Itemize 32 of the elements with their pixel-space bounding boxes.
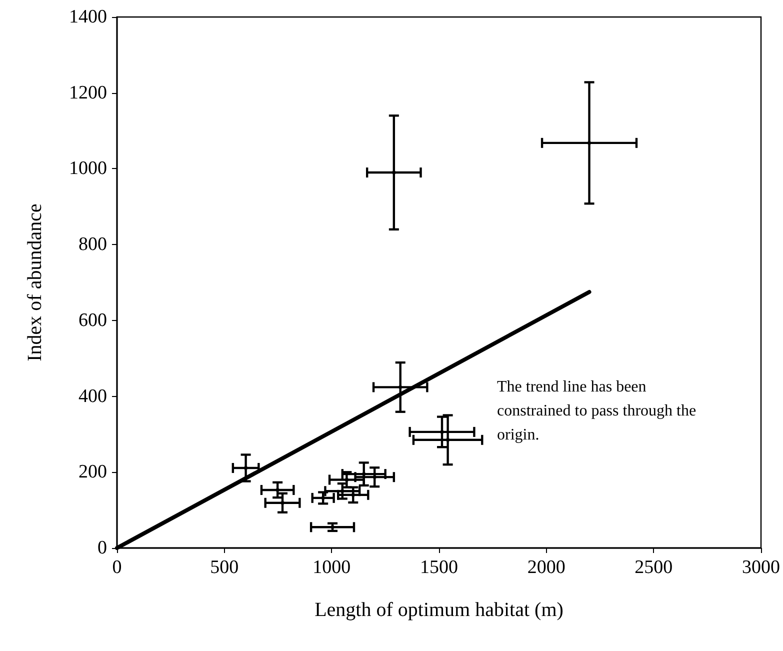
y-tick-label: 1000 (69, 158, 107, 180)
point (340, 489, 344, 494)
x-tick-label: 2500 (634, 557, 673, 578)
point (351, 492, 356, 497)
y-tick-label: 800 (78, 234, 107, 256)
x-tick-label: 3000 (742, 557, 780, 578)
point (446, 438, 450, 442)
point (362, 472, 366, 476)
annotation: The trend line has been constrained to pass through the origin. (497, 378, 700, 444)
x-tick-label: 2000 (527, 557, 566, 578)
point (392, 170, 396, 175)
y-tick-label: 0 (98, 538, 107, 558)
x-tick-label: 0 (112, 557, 122, 578)
y-tick-label: 600 (78, 310, 107, 331)
y-axis-title: Index of abundance (24, 204, 46, 362)
x-tick-label: 1500 (420, 557, 458, 578)
point (440, 430, 444, 434)
point (587, 140, 592, 145)
y-tick-label: 400 (78, 386, 107, 407)
x-tick-label: 1000 (312, 557, 351, 578)
x-tick-label: 500 (210, 557, 239, 578)
point (398, 385, 402, 390)
point (244, 466, 248, 470)
point (344, 478, 349, 482)
y-tick-label: 1200 (69, 82, 107, 104)
y-tick-label: 200 (78, 462, 107, 483)
y-tick-label: 1400 (69, 6, 107, 28)
x-axis-title: Length of optimum habitat (m) (314, 599, 564, 621)
point (372, 475, 377, 480)
point (280, 500, 285, 505)
point (276, 488, 280, 492)
point (321, 496, 326, 500)
